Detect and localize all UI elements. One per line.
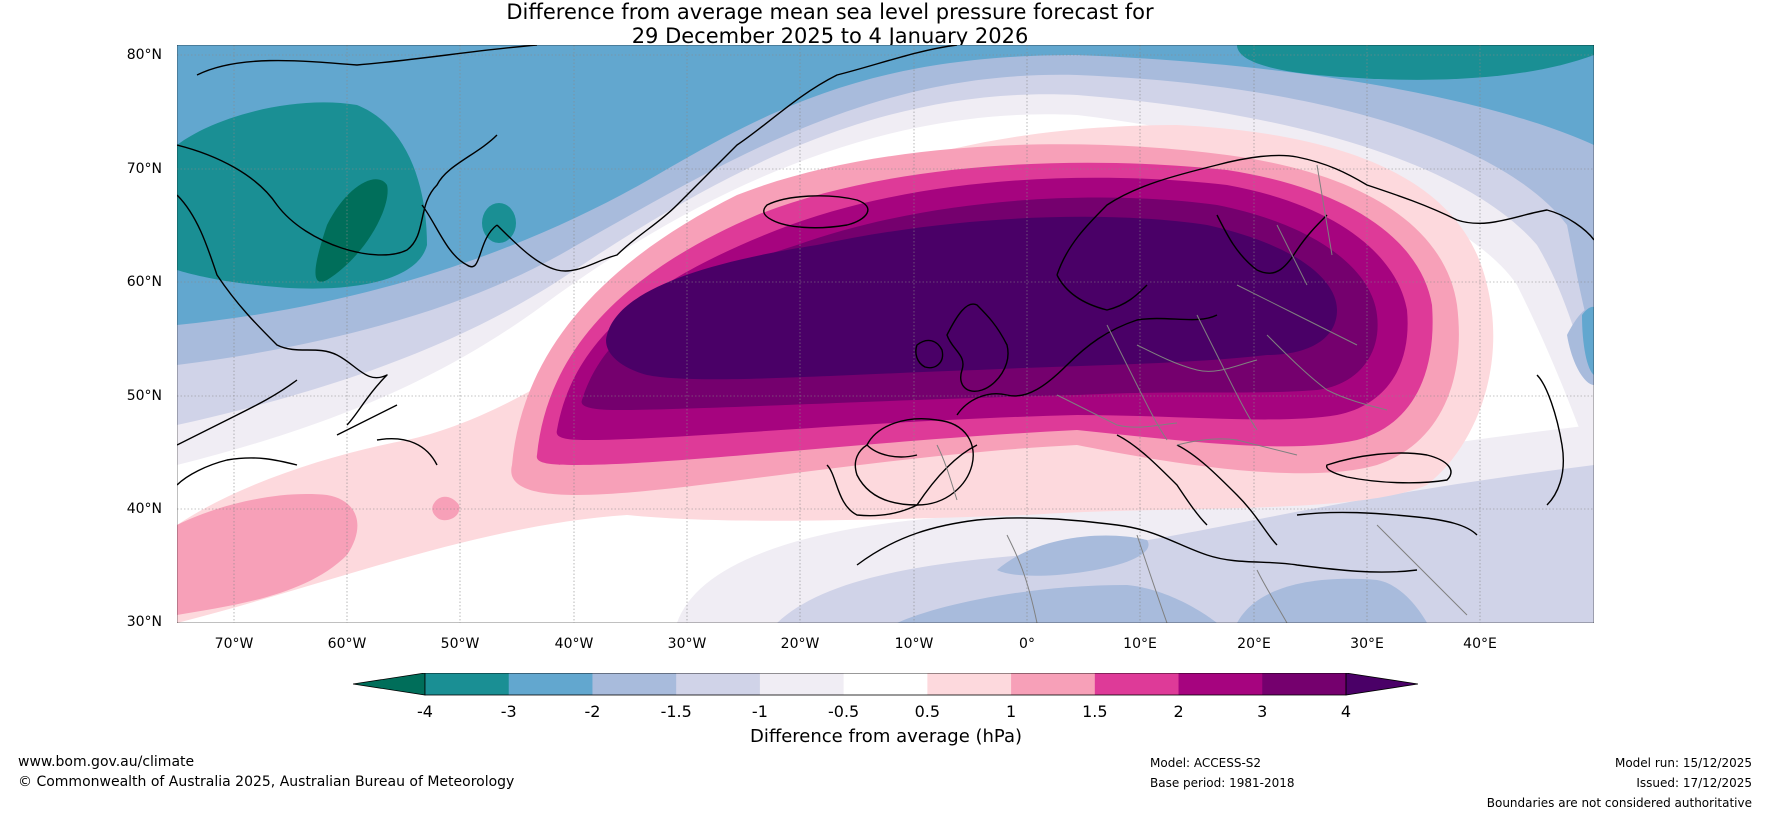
negative-anomaly-region — [177, 45, 1594, 465]
lon-tick-10e: 10°E — [1123, 636, 1157, 652]
colorbar-title: Difference from average (hPa) — [749, 726, 1023, 747]
title-line-2: 29 December 2025 to 4 January 2026 — [631, 24, 1029, 48]
disclaimer-text: Boundaries are not considered authoritat… — [1486, 796, 1752, 810]
colorbar-tick-label: 2 — [1173, 702, 1184, 721]
lat-tick-70n: 70°N — [126, 161, 162, 177]
lon-tick-0: 0° — [1019, 636, 1035, 652]
colorbar-tick-label: 4 — [1340, 702, 1352, 721]
lon-tick-10w: 10°W — [894, 636, 934, 652]
positive-anomaly-region — [177, 125, 1494, 623]
model-run-text: Model run: 15/12/2025 — [1614, 756, 1752, 770]
lon-tick-30w: 30°W — [667, 636, 707, 652]
map-canvas — [176, 44, 1595, 624]
colorbar-swatch — [927, 673, 1012, 695]
model-text: Model: ACCESS-S2 — [1150, 756, 1262, 770]
colorbar-tick-label: 1 — [1005, 702, 1017, 721]
coastlines — [177, 45, 1594, 573]
colorbar-tick-label: 3 — [1257, 702, 1268, 721]
colorbar-swatch — [1178, 673, 1263, 695]
colorbar-swatch — [592, 673, 677, 695]
colorbar-extend-low — [352, 672, 426, 696]
lon-tick-60w: 60°W — [327, 636, 367, 652]
colorbar-swatch — [676, 673, 761, 695]
issued-text: Issued: 17/12/2025 — [1636, 776, 1752, 790]
graticule — [177, 45, 1594, 623]
colorbar-extend-high — [1345, 672, 1419, 696]
colorbar-tick-label: -2 — [584, 702, 601, 721]
colorbar-swatches — [352, 672, 1419, 696]
colorbar-tick-label: -3 — [500, 702, 517, 721]
colorbar-swatch — [1094, 673, 1180, 695]
copyright-text: © Commonwealth of Australia 2025, Austra… — [18, 774, 515, 790]
lat-tick-50n: 50°N — [126, 388, 162, 404]
colorbar-swatch — [425, 673, 510, 695]
colorbar-swatch — [759, 673, 845, 695]
country-borders — [936, 164, 1468, 623]
lon-tick-30e: 30°E — [1350, 636, 1384, 652]
colorbar-tick-label: -1 — [751, 702, 768, 721]
title-line-1: Difference from average mean sea level p… — [506, 0, 1154, 24]
lon-tick-40e: 40°E — [1463, 636, 1497, 652]
colorbar-swatch — [1262, 673, 1347, 695]
colorbar-swatch — [843, 673, 928, 695]
lon-tick-70w: 70°W — [214, 636, 254, 652]
lat-tick-30n: 30°N — [126, 614, 162, 630]
lon-tick-50w: 50°W — [440, 636, 480, 652]
colorbar-tick-label: 0.5 — [914, 702, 941, 721]
lon-tick-20w: 20°W — [780, 636, 820, 652]
lat-tick-60n: 60°N — [126, 274, 162, 290]
colorbar-tick-label: -1.5 — [660, 702, 692, 721]
pressure-anomaly-map — [176, 44, 1595, 624]
website-text: www.bom.gov.au/climate — [18, 754, 195, 770]
lon-tick-40w: 40°W — [554, 636, 594, 652]
colorbar-tick-label: -4 — [417, 702, 433, 721]
colorbar-tick-label: 1.5 — [1082, 702, 1108, 721]
map-title: Difference from average mean sea level p… — [0, 0, 1715, 48]
colorbar-tick-label: -0.5 — [828, 702, 860, 721]
lon-tick-20e: 20°E — [1237, 636, 1271, 652]
colorbar-swatch — [508, 673, 593, 695]
lat-tick-40n: 40°N — [126, 501, 162, 517]
lat-tick-80n: 80°N — [126, 47, 162, 63]
base-period-text: Base period: 1981-2018 — [1150, 776, 1295, 790]
colorbar-swatch — [1011, 673, 1096, 695]
colorbar-border — [424, 672, 1347, 696]
colorbar — [352, 672, 1419, 703]
